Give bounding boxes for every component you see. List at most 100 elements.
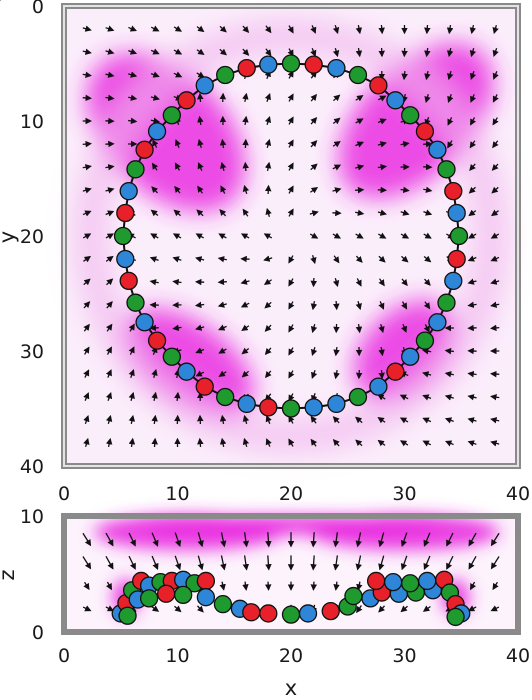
bottom-chain [111, 570, 471, 627]
vector-arrow [217, 301, 227, 308]
vector-arrow [444, 394, 454, 401]
vector-arrow [151, 368, 158, 379]
vector-arrow [467, 278, 477, 285]
vector-arrow [83, 278, 91, 286]
vector-arrow [173, 48, 183, 55]
vector-arrow [310, 163, 318, 171]
vector-arrow [287, 162, 294, 171]
vector-arrow [174, 391, 181, 402]
vector-arrow [218, 347, 227, 354]
vector-arrow [82, 94, 92, 102]
vector-arrow [173, 209, 181, 217]
vector-arrow [400, 209, 410, 216]
vector-arrow [469, 24, 477, 35]
x-tick-label: 20 [279, 645, 303, 667]
vector-arrow [219, 414, 227, 425]
vector-arrow [219, 209, 227, 217]
vector-arrow [332, 532, 340, 548]
vector-arrow [467, 440, 477, 447]
vector-arrow [444, 371, 454, 378]
vector-arrow [423, 324, 430, 333]
vector-arrow [196, 48, 205, 55]
vector-arrow [377, 417, 386, 424]
vector-arrow [149, 279, 159, 286]
vector-arrow [106, 323, 113, 332]
vector-arrow [265, 438, 272, 447]
vector-arrow [378, 346, 385, 357]
vector-arrow [401, 278, 408, 287]
x-tick-label: 40 [506, 645, 530, 667]
bead-blue [444, 271, 463, 291]
bead-red [156, 584, 176, 603]
vector-arrow [424, 47, 431, 58]
vector-arrow [333, 581, 340, 591]
vector-arrow [333, 94, 341, 102]
vector-arrow [197, 162, 204, 171]
vector-arrow [377, 163, 388, 171]
vector-arrow [105, 233, 115, 240]
vector-arrow [263, 255, 273, 262]
vector-arrow [82, 532, 92, 547]
vector-arrow [242, 92, 249, 103]
bead-blue [327, 394, 346, 414]
vector-arrow [355, 209, 365, 216]
vector-arrow [128, 391, 135, 402]
vector-arrow [195, 347, 205, 354]
vector-arrow [311, 370, 318, 379]
vector-arrow [377, 141, 387, 148]
vector-arrow [174, 139, 181, 148]
vector-arrow [422, 605, 431, 612]
vector-arrow [424, 70, 431, 81]
vector-arrow [197, 185, 204, 194]
vector-arrow [194, 301, 205, 309]
vector-arrow [490, 532, 500, 547]
bead-blue [259, 55, 278, 74]
vector-arrow [105, 605, 115, 612]
vector-arrow [355, 255, 363, 263]
vector-arrow [310, 438, 318, 447]
vector-arrow [218, 324, 227, 331]
vector-arrow [399, 394, 409, 401]
vector-arrow [447, 140, 454, 149]
vector-arrow [242, 115, 249, 126]
vector-arrow [128, 25, 137, 32]
vector-arrow [240, 233, 250, 240]
bead-red [369, 76, 388, 95]
vector-arrow [195, 370, 205, 377]
bead-green [162, 106, 181, 125]
vector-arrow [490, 417, 500, 424]
vector-arrow [264, 138, 272, 149]
vector-arrow [128, 414, 136, 425]
vector-arrow [447, 117, 454, 126]
vector-arrow [218, 370, 227, 377]
vector-arrow [288, 255, 295, 264]
vector-arrow [355, 323, 363, 334]
vector-arrow [332, 187, 342, 194]
vector-arrow [492, 581, 499, 591]
vector-arrow [82, 48, 92, 55]
vector-arrow [421, 348, 432, 355]
vector-arrow [151, 532, 159, 547]
vector-arrow [174, 162, 181, 171]
vector-arrow [332, 24, 340, 35]
vector-arrow [105, 437, 113, 448]
vector-arrow [423, 255, 432, 263]
bead-blue [298, 604, 318, 623]
vector-arrow [310, 555, 317, 571]
bottom-x-axis-label: x [285, 676, 297, 700]
vector-arrow [332, 47, 340, 58]
vector-arrow [288, 393, 295, 402]
x-tick-label: 10 [165, 483, 189, 505]
bead-red [119, 271, 138, 291]
vector-arrow [400, 555, 408, 571]
vector-arrow [470, 94, 477, 103]
vector-arrow [242, 161, 249, 172]
vector-arrow [444, 347, 454, 355]
vector-arrow [355, 24, 363, 35]
bead-green [216, 387, 235, 407]
vector-arrow [423, 278, 431, 286]
vector-arrow [106, 278, 114, 286]
bead-blue [447, 203, 466, 223]
bottom-y-axis-label: z [0, 569, 19, 580]
vector-arrow [220, 532, 227, 548]
